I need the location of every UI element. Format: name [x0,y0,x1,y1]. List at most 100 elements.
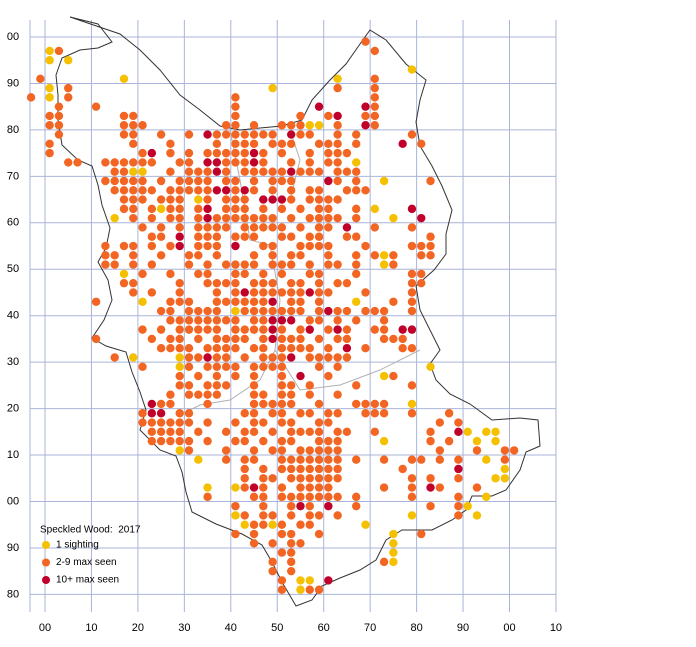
sighting-dot [231,148,240,158]
sighting-dot [249,260,259,269]
sighting-dot [305,148,314,158]
sighting-dot [305,121,314,130]
sighting-dot [194,167,203,176]
y-label: 50 [7,263,19,275]
sighting-dot [286,260,296,269]
sighting-dot [482,492,491,502]
sighting-dot [277,390,287,399]
sighting-dot [138,297,147,306]
sighting-dot [231,325,240,334]
sighting-dot [175,418,184,427]
sighting-dot [156,325,166,334]
sighting-dot [286,390,296,399]
sighting-dot [268,511,277,520]
sighting-dot [231,344,240,353]
sighting-dot [324,576,333,585]
sighting-dot [314,511,324,520]
sighting-dot [370,204,379,214]
sighting-dot [277,464,287,474]
sighting-dot [314,418,324,427]
sighting-dot [175,204,184,214]
sighting-dot [268,260,277,269]
sighting-dot [379,399,389,409]
sighting-dot [286,381,296,390]
sighting-dot [184,436,194,446]
sighting-dot [268,362,277,371]
sighting-dot [305,241,314,251]
sighting-dot [324,111,333,121]
sighting-dot [54,102,64,111]
sighting-dot [454,501,463,511]
sighting-dot [296,306,305,316]
sighting-dot [286,232,296,241]
x-label: 40 [225,622,237,634]
sighting-dot [64,83,73,93]
sighting-dot [379,176,389,186]
sighting-dot [454,464,463,474]
sighting-dot [184,353,194,362]
sighting-dot [333,195,342,204]
sighting-dot [147,436,157,446]
sighting-dot [407,306,417,316]
sighting-dot [119,269,129,279]
sighting-dot [259,483,268,492]
sighting-dot [138,223,147,232]
sighting-dot [212,371,222,381]
sighting-dot [268,566,277,576]
sighting-dot [407,455,417,464]
sighting-dot [259,297,268,306]
sighting-dot [277,167,287,176]
sighting-dot [119,158,129,167]
sighting-dot [333,260,342,269]
sighting-dot [268,446,277,455]
sighting-dot [147,148,157,158]
sighting-dot [333,83,342,93]
legend-label: 1 sighting [56,540,99,551]
sighting-dot [305,390,314,399]
sighting-dot [175,436,184,446]
sighting-dot [333,130,342,139]
sighting-dot [268,409,277,418]
sighting-dot [156,251,166,260]
sighting-dot [221,344,231,353]
sighting-dot [314,186,324,195]
sighting-dot [240,483,249,492]
sighting-dot [203,176,212,186]
sighting-dot [286,306,296,316]
sighting-dot [36,74,45,84]
sighting-dot [54,121,64,130]
sighting-dot [129,260,138,269]
sighting-dot [184,158,194,167]
sighting-dot [277,418,287,427]
sighting-dot [277,148,287,158]
sighting-dot [212,306,222,316]
sighting-dot [54,111,64,121]
sighting-dot [314,213,324,223]
sighting-dot [45,139,54,149]
sighting-dot [184,176,194,186]
sighting-dot [212,186,222,195]
sighting-dot [166,306,175,316]
sighting-dot [305,344,314,353]
sighting-dot [231,139,240,149]
sighting-dot [426,427,435,437]
sighting-dot [324,195,333,204]
sighting-dot [435,483,445,492]
sighting-dot [138,148,147,158]
sighting-dot [454,474,463,483]
sighting-dot [101,241,110,251]
sighting-dot [249,344,259,353]
sighting-dot [324,158,333,167]
sighting-dot [296,427,305,437]
sighting-dot [305,501,314,511]
sighting-dot [324,204,333,214]
sighting-dot [352,139,361,149]
sighting-dot [138,121,147,130]
sighting-dot [333,139,342,149]
sighting-dot [221,260,231,269]
sighting-dot [286,501,296,511]
sighting-dot [138,418,147,427]
sighting-dot [324,436,333,446]
sighting-dot [286,334,296,344]
sighting-dot [296,241,305,251]
